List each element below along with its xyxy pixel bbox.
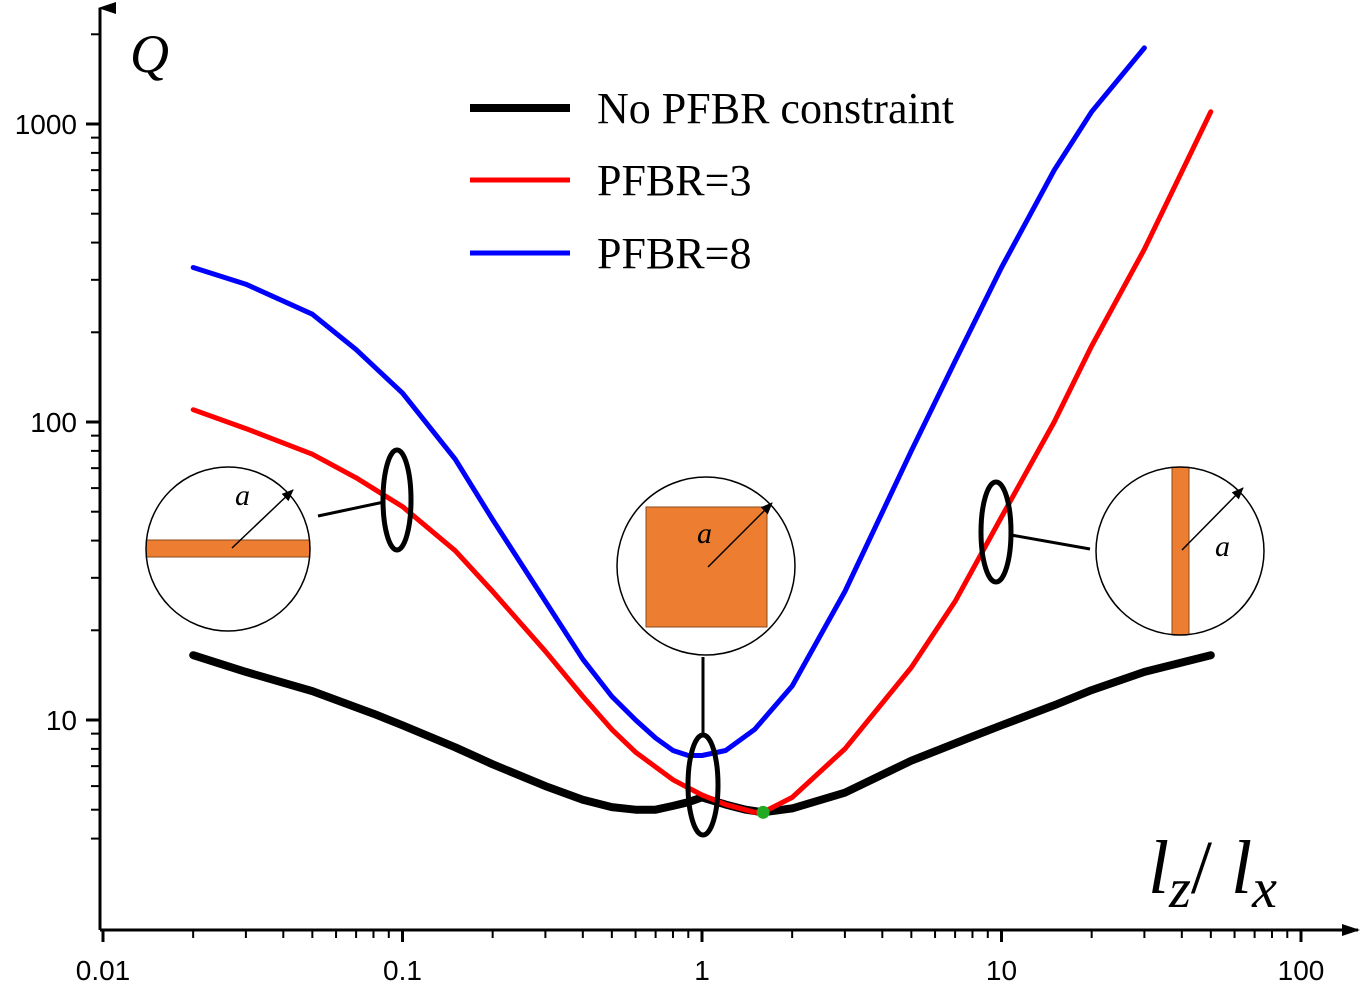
x-tick-label: 10: [986, 955, 1017, 986]
x-tick-label: 100: [1278, 955, 1325, 986]
legend-label-pfbr3: PFBR=3: [597, 156, 751, 205]
inset-tall-bar: [1171, 467, 1190, 635]
inset-wide-radius-arrow: [231, 489, 294, 549]
y-axis-title: Q: [130, 24, 169, 84]
inset-tall-circle: [1095, 466, 1265, 636]
highlight-ellipse-left: [380, 447, 414, 553]
inset-wide-shape: a: [145, 466, 311, 632]
inset-square: [645, 506, 768, 628]
highlight-ellipse-center: [685, 732, 721, 838]
legend-label-pfbr8: PFBR=8: [597, 229, 751, 278]
inset-square-shape: a: [616, 476, 796, 656]
x-tick-label: 1: [694, 955, 710, 986]
legend-label-no-pfbr: No PFBR constraint: [597, 84, 954, 133]
connector-left: [317, 500, 385, 518]
highlight-ellipse-right: [978, 479, 1014, 585]
connector-right: [1010, 533, 1091, 551]
inset-wide-circle: [145, 466, 311, 632]
legend: No PFBR constraint PFBR=3 PFBR=8: [470, 84, 954, 278]
inset-tall-radius-arrow: [1181, 487, 1244, 551]
inset-tall-radius-label: a: [1215, 530, 1230, 563]
optimum-marker: [756, 805, 770, 819]
inset-wide-radius-label: a: [235, 479, 250, 512]
inset-tall-shape: a: [1095, 466, 1265, 636]
inset-square-radius-label: a: [697, 517, 712, 550]
series-line-pfbr-8: [190, 45, 1147, 758]
y-tick-label: 100: [30, 407, 77, 438]
inset-square-radius-arrow: [707, 502, 773, 568]
x-tick-label: 0.1: [383, 955, 422, 986]
x-axis-title: lz/ lx: [1148, 826, 1277, 920]
axis-ticks: 0.01 0.1 1 10 100 10 100 1000: [15, 33, 1325, 986]
y-tick-label: 1000: [15, 109, 77, 140]
x-tick-label: 0.01: [76, 955, 131, 986]
series-line-pfbr-3: [190, 109, 1214, 815]
inset-wide-bar: [146, 539, 310, 558]
y-tick-label: 10: [46, 705, 77, 736]
